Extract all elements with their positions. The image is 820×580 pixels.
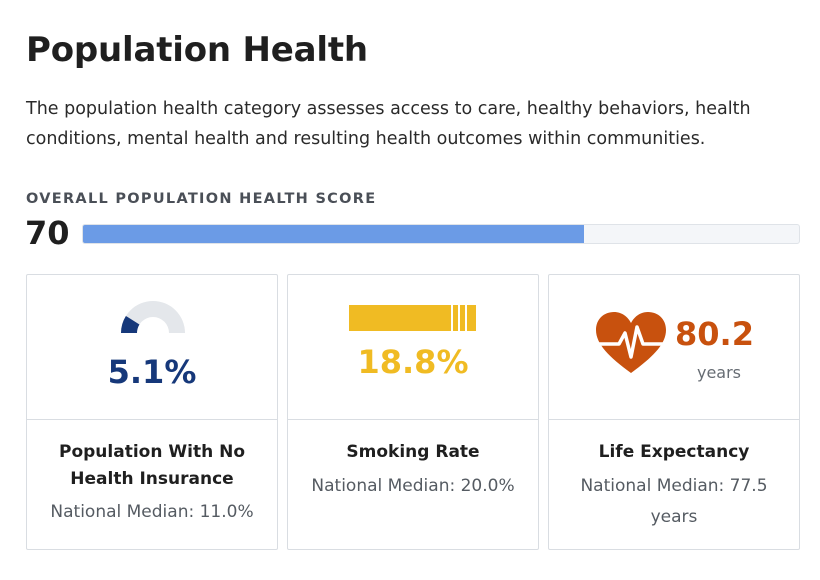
card-title: Population With No Health Insurance — [59, 442, 245, 489]
heartbeat-icon — [596, 312, 666, 373]
cigarette-icon — [349, 305, 476, 331]
insurance-value: 5.1% — [107, 353, 197, 391]
card-no-health-insurance: 5.1% Population With No Health Insurance… — [26, 274, 278, 550]
heart-shape — [596, 312, 666, 373]
cigarette-body — [349, 305, 451, 331]
cigarette-filter-stripe — [453, 305, 458, 331]
card-visual: 18.8% — [288, 275, 538, 420]
cigarette-filter-stripe — [460, 305, 465, 331]
national-median: National Median: 11.0% — [50, 502, 254, 522]
national-median: National Median: 77.5 years — [580, 476, 768, 527]
card-title: Smoking Rate — [346, 442, 480, 462]
card-title: Life Expectancy — [598, 442, 750, 462]
overall-score-bar-fill — [83, 225, 585, 243]
card-smoking-rate: 18.8% Smoking Rate National Median: 20.0… — [287, 274, 539, 550]
half-gauge-icon — [121, 301, 185, 333]
cigarette-filter-stripe — [467, 305, 476, 331]
card-visual: 5.1% — [27, 275, 277, 420]
card-life-expectancy: 80.2 years Life Expectancy National Medi… — [548, 274, 800, 550]
category-description: The population health category assesses … — [26, 99, 751, 149]
overall-score-value: 70 — [25, 214, 70, 252]
overall-score-label: OVERALL POPULATION HEALTH SCORE — [26, 191, 377, 207]
card-visual: 80.2 years — [549, 275, 799, 420]
life-expectancy-value: 80.2 — [675, 315, 754, 353]
national-median: National Median: 20.0% — [311, 476, 515, 496]
page-title: Population Health — [26, 30, 368, 70]
smoking-value: 18.8% — [357, 343, 469, 381]
gauge-fill — [121, 315, 140, 333]
pulse-line — [597, 325, 665, 359]
life-expectancy-unit: years — [696, 363, 742, 382]
overall-score-bar — [82, 224, 800, 244]
